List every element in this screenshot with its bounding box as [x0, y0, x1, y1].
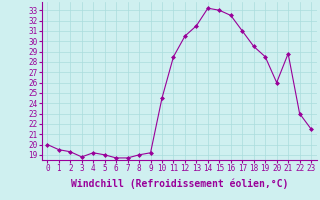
X-axis label: Windchill (Refroidissement éolien,°C): Windchill (Refroidissement éolien,°C): [70, 179, 288, 189]
